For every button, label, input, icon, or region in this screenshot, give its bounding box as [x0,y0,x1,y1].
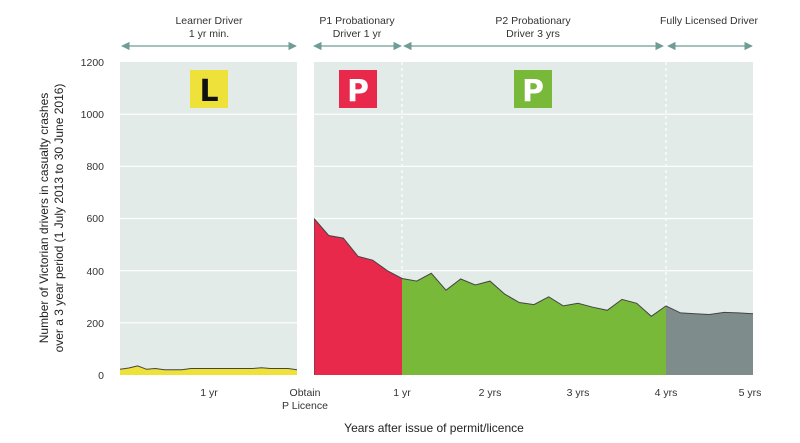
x-tick-label: 5 yrs [739,387,762,399]
y-axis-ticks: 0 200 400 600 800 1000 1200 [81,57,105,382]
stage-label-p2-line1: P2 Probationary [495,15,571,27]
y-tick-label: 200 [86,318,104,330]
badge-plate [339,70,377,108]
badge-plate [190,70,228,108]
y-tick-label: 600 [86,213,104,225]
series-area [120,365,297,375]
y-tick-label: 0 [98,370,104,382]
y-axis-title: Number of Victorian drivers in casualty … [37,84,66,353]
series-line [119,365,298,371]
series-line [401,272,667,317]
badge-plate [514,70,552,108]
x-tick-label: 3 yrs [567,387,590,399]
series-line [313,218,403,279]
obtain-licence-gap [297,62,314,376]
x-tick-label: 1 yr [200,387,218,399]
x-tick-label: 1 yr [393,387,411,399]
x-axis-ticks: 1 yr Obtain P Licence 1 yr 2 yrs 3 yrs 4… [200,387,761,412]
stage-labels: Learner Driver 1 yr min. P1 Probationary… [175,15,758,40]
x-tick-label: P Licence [282,400,328,412]
badge-letter: P [347,74,369,109]
badge-letter: P [522,74,544,109]
stage-label-p1-line2: Driver 1 yr [333,28,382,40]
badge-letter: L [199,74,218,109]
stage-label-p2-line2: Driver 3 yrs [506,28,560,40]
series-line [665,305,754,316]
series-area [666,305,753,375]
stage-label-learner-line2: 1 yr min. [189,28,229,40]
y-tick-label: 1000 [81,109,105,121]
stage-label-p1-line1: P1 Probationary [319,15,395,27]
y-tick-label: 800 [86,161,104,173]
series-area [402,273,666,375]
x-tick-label: 4 yrs [655,387,678,399]
x-axis-title: Years after issue of permit/licence [344,421,524,435]
y-tick-label: 1200 [81,57,105,69]
x-tick-label: Obtain [290,387,321,399]
x-tick-label: 2 yrs [479,387,502,399]
series-area [314,218,402,375]
stage-label-full-line1: Fully Licensed Driver [660,15,759,27]
stage-label-learner-line1: Learner Driver [175,15,243,27]
y-axis-title-line2: over a 3 year period (1 July 2013 to 30 … [52,84,66,353]
licence-gap [297,62,314,376]
y-tick-label: 400 [86,266,104,278]
y-axis-title-line1: Number of Victorian drivers in casualty … [37,93,51,344]
series-areas [119,218,754,375]
